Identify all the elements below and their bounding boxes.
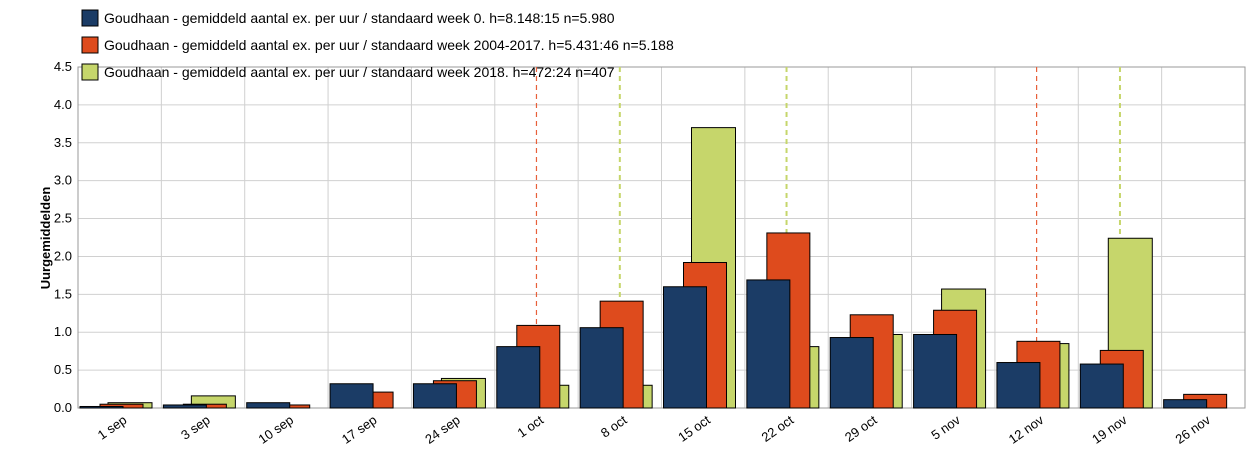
y-tick-label: 3.0 xyxy=(54,173,72,188)
bar xyxy=(996,362,1041,409)
bar xyxy=(579,327,624,409)
bar xyxy=(246,402,291,409)
x-tick-label: 24 sep xyxy=(422,412,463,447)
legend-label: Goudhaan - gemiddeld aantal ex. per uur … xyxy=(104,64,615,80)
bar xyxy=(329,383,374,409)
x-tick-label: 5 nov xyxy=(928,412,963,443)
x-tick-label: 8 oct xyxy=(598,412,630,441)
legend-swatch xyxy=(81,9,99,27)
legend-label: Goudhaan - gemiddeld aantal ex. per uur … xyxy=(104,10,615,26)
x-tick-label: 1 oct xyxy=(514,412,546,441)
bar xyxy=(1079,363,1124,409)
y-tick-label: 4.5 xyxy=(54,59,72,74)
x-tick-label: 15 oct xyxy=(675,412,713,445)
x-tick-label: 1 sep xyxy=(95,412,130,443)
bar xyxy=(412,383,457,409)
bar xyxy=(496,346,541,409)
bar xyxy=(663,286,707,409)
y-tick-label: 1.0 xyxy=(54,324,72,339)
x-tick-label: 10 sep xyxy=(256,412,297,447)
bar xyxy=(79,405,124,409)
x-tick-label: 22 oct xyxy=(759,412,797,445)
x-tick-label: 3 sep xyxy=(178,412,213,443)
y-tick-label: 1.5 xyxy=(54,286,72,301)
bar xyxy=(829,337,874,409)
plot-border xyxy=(77,66,1246,409)
y-tick-label: 2.5 xyxy=(54,211,72,226)
y-axis-label: Uurgemiddelden xyxy=(38,187,53,290)
y-tick-label: 0.0 xyxy=(54,400,72,415)
x-tick-label: 26 nov xyxy=(1172,412,1213,447)
y-tick-label: 2.0 xyxy=(54,248,72,263)
y-tick-label: 4.0 xyxy=(54,97,72,112)
legend-label: Goudhaan - gemiddeld aantal ex. per uur … xyxy=(104,37,674,53)
bar xyxy=(913,333,958,409)
y-tick-label: 0.5 xyxy=(54,362,72,377)
legend-swatch xyxy=(81,63,99,81)
x-tick-label: 29 oct xyxy=(842,412,880,445)
legend-swatch xyxy=(81,36,99,54)
bar xyxy=(746,279,791,409)
y-tick-label: 3.5 xyxy=(54,135,72,150)
bar xyxy=(162,404,207,409)
x-tick-label: 12 nov xyxy=(1006,412,1047,447)
x-tick-label: 17 sep xyxy=(339,412,380,447)
x-tick-label: 19 nov xyxy=(1089,412,1130,447)
bar xyxy=(1163,399,1208,409)
